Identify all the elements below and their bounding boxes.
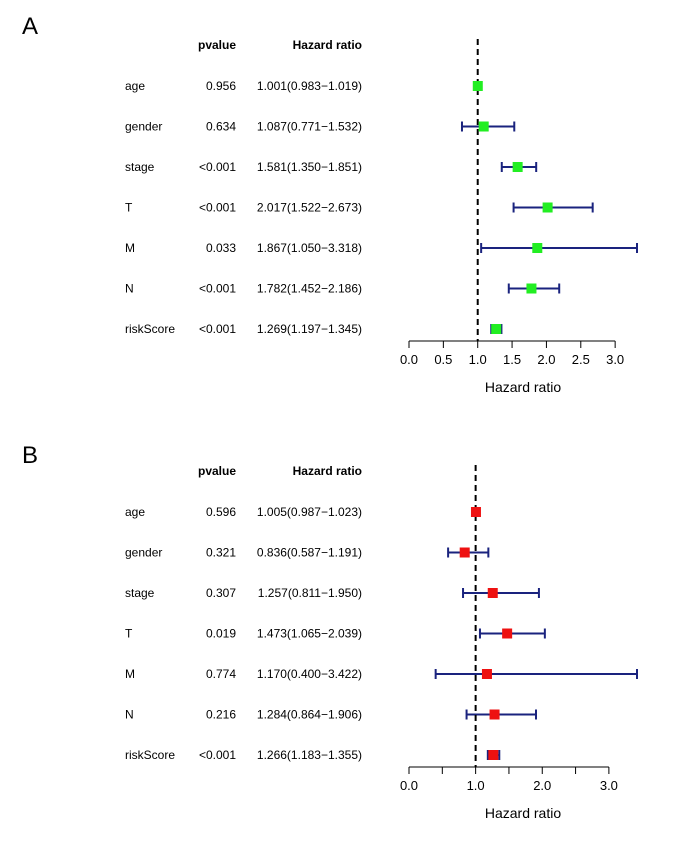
row-pvalue: 0.634 xyxy=(206,120,236,134)
row-label: M xyxy=(125,241,135,255)
x-tick-label: 2.0 xyxy=(537,352,555,367)
panel-label: A xyxy=(22,13,38,40)
hazard-ratio-marker xyxy=(472,81,483,91)
row-label: riskScore xyxy=(125,748,175,762)
hazard-ratio-marker xyxy=(487,588,498,598)
hazard-ratio-marker xyxy=(512,162,523,172)
row-pvalue: <0.001 xyxy=(199,160,236,174)
row-pvalue: <0.001 xyxy=(199,322,236,336)
row-pvalue: 0.956 xyxy=(206,79,236,93)
row-label: gender xyxy=(125,120,162,134)
hazard-ratio-marker xyxy=(542,202,553,213)
row-pvalue: <0.001 xyxy=(199,748,236,762)
hazard-ratio-header: Hazard ratio xyxy=(293,38,362,52)
hazard-ratio-marker xyxy=(481,669,492,679)
row-hazard-ratio-text: 1.269(1.197−1.345) xyxy=(257,322,362,336)
row-pvalue: 0.321 xyxy=(206,546,236,560)
row-label: N xyxy=(125,282,134,296)
x-tick-label: 2.0 xyxy=(533,778,551,793)
row-hazard-ratio-text: 1.005(0.987−1.023) xyxy=(257,505,362,519)
row-hazard-ratio-text: 1.284(0.864−1.906) xyxy=(257,708,362,722)
row-pvalue: 0.019 xyxy=(206,627,236,641)
pvalue-header: pvalue xyxy=(198,464,236,478)
x-tick-label: 0.0 xyxy=(400,352,418,367)
row-hazard-ratio-text: 1.001(0.983−1.019) xyxy=(257,79,362,93)
forest-panel-a: A pvalue Hazard ratio Hazard ratio age 0.… xyxy=(22,13,638,395)
row-hazard-ratio-text: 1.170(0.400−3.422) xyxy=(257,667,362,681)
hazard-ratio-marker xyxy=(502,628,513,639)
x-tick-label: 3.0 xyxy=(606,352,624,367)
row-label: age xyxy=(125,79,145,93)
panel-label: B xyxy=(22,442,38,469)
row-pvalue: 0.216 xyxy=(206,708,236,722)
x-tick-label: 1.5 xyxy=(503,352,521,367)
hazard-ratio-marker xyxy=(470,507,481,517)
row-hazard-ratio-text: 1.266(1.183−1.355) xyxy=(257,748,362,762)
row-label: stage xyxy=(125,586,155,600)
x-tick-label: 3.0 xyxy=(600,778,618,793)
x-tick-label: 2.5 xyxy=(572,352,590,367)
row-pvalue: 0.033 xyxy=(206,241,236,255)
row-pvalue: <0.001 xyxy=(199,201,236,215)
row-label: stage xyxy=(125,160,155,174)
row-label: T xyxy=(125,627,133,641)
hazard-ratio-header: Hazard ratio xyxy=(293,464,362,478)
pvalue-header: pvalue xyxy=(198,38,236,52)
hazard-ratio-marker xyxy=(478,121,489,132)
hazard-ratio-marker xyxy=(526,283,537,294)
x-tick-label: 1.0 xyxy=(469,352,487,367)
row-label: gender xyxy=(125,546,162,560)
row-pvalue: 0.774 xyxy=(206,667,236,681)
row-hazard-ratio-text: 1.867(1.050−3.318) xyxy=(257,241,362,255)
row-hazard-ratio-text: 1.473(1.065−2.039) xyxy=(257,627,362,641)
row-hazard-ratio-text: 1.087(0.771−1.532) xyxy=(257,120,362,134)
row-pvalue: <0.001 xyxy=(199,282,236,296)
forest-panel-b: B pvalue Hazard ratio Hazard ratio age 0.… xyxy=(22,442,638,821)
row-hazard-ratio-text: 0.836(0.587−1.191) xyxy=(257,546,362,560)
hazard-ratio-marker xyxy=(489,709,500,720)
x-tick-label: 1.0 xyxy=(467,778,485,793)
row-label: riskScore xyxy=(125,322,175,336)
row-hazard-ratio-text: 2.017(1.522−2.673) xyxy=(257,201,362,215)
row-hazard-ratio-text: 1.581(1.350−1.851) xyxy=(257,160,362,174)
x-tick-label: 0.5 xyxy=(434,352,452,367)
row-pvalue: 0.307 xyxy=(206,586,236,600)
row-label: N xyxy=(125,708,134,722)
row-label: age xyxy=(125,505,145,519)
x-axis-title: Hazard ratio xyxy=(485,805,561,821)
row-hazard-ratio-text: 1.782(1.452−2.186) xyxy=(257,282,362,296)
row-hazard-ratio-text: 1.257(0.811−1.950) xyxy=(258,586,362,600)
hazard-ratio-marker xyxy=(459,547,470,558)
x-axis-title: Hazard ratio xyxy=(485,379,561,395)
row-label: M xyxy=(125,667,135,681)
x-tick-label: 0.0 xyxy=(400,778,418,793)
row-pvalue: 0.596 xyxy=(206,505,236,519)
hazard-ratio-marker xyxy=(532,243,543,253)
hazard-ratio-marker xyxy=(488,750,499,760)
row-label: T xyxy=(125,201,133,215)
hazard-ratio-marker xyxy=(491,324,502,334)
